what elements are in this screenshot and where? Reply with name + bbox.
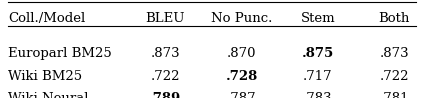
- Text: .728: .728: [226, 70, 258, 83]
- Text: Stem: Stem: [301, 12, 335, 25]
- Text: Wiki Neural: Wiki Neural: [8, 92, 89, 98]
- Text: Coll./Model: Coll./Model: [8, 12, 86, 25]
- Text: Wiki BM25: Wiki BM25: [8, 70, 83, 83]
- Text: .781: .781: [379, 92, 409, 98]
- Text: Europarl BM25: Europarl BM25: [8, 47, 112, 60]
- Text: .787: .787: [227, 92, 257, 98]
- Text: .789: .789: [149, 92, 181, 98]
- Text: .722: .722: [379, 70, 409, 83]
- Text: .875: .875: [302, 47, 334, 60]
- Text: .873: .873: [379, 47, 409, 60]
- Text: .870: .870: [227, 47, 257, 60]
- Text: .717: .717: [303, 70, 333, 83]
- Text: No Punc.: No Punc.: [211, 12, 272, 25]
- Text: BLEU: BLEU: [145, 12, 185, 25]
- Text: .722: .722: [151, 70, 180, 83]
- Text: .873: .873: [151, 47, 180, 60]
- Text: .783: .783: [303, 92, 333, 98]
- Text: Both: Both: [379, 12, 410, 25]
